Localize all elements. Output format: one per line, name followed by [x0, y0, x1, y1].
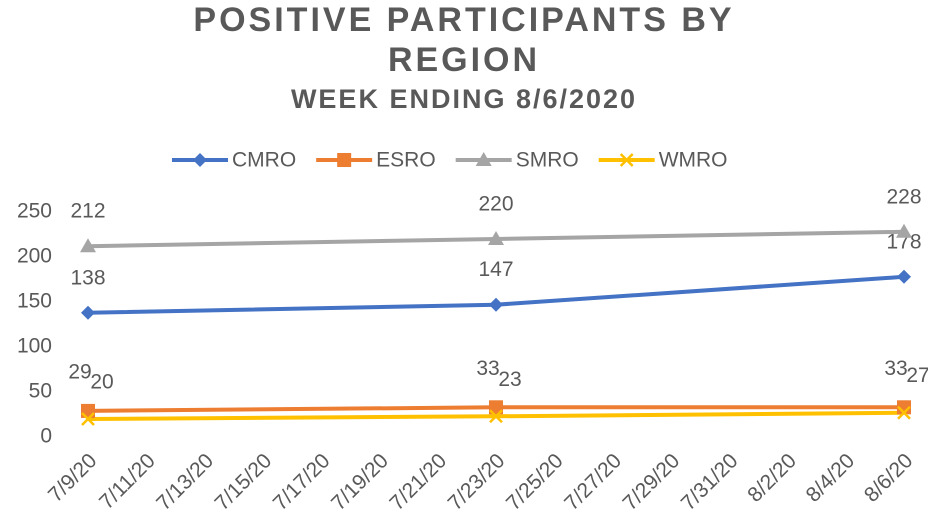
y-tick-label: 150 [17, 290, 52, 313]
legend-label: WMRO [659, 149, 728, 172]
x-tick-label: 7/11/20 [95, 449, 160, 514]
legend-item: ESRO [316, 149, 436, 172]
x-tick-label: 7/25/20 [502, 449, 568, 515]
x-tick-label: 7/21/20 [385, 449, 451, 515]
legend-marker [619, 153, 634, 167]
data-point [488, 231, 504, 245]
y-tick-label: 200 [17, 245, 52, 268]
legend-item: SMRO [455, 149, 579, 172]
x-tick-label: 7/17/20 [269, 449, 335, 515]
chart-title: POSITIVE PARTICIPANTS BY REGION [193, 1, 735, 79]
legend-marker [337, 153, 352, 167]
x-tick-label: 7/29/20 [618, 449, 684, 515]
x-tick-label: 8/6/20 [860, 449, 918, 507]
data-label: 29 [68, 360, 91, 383]
y-tick-label: 0 [40, 425, 52, 448]
data-label: 23 [498, 368, 521, 391]
x-tick-label: 7/23/20 [444, 449, 510, 515]
data-label: 220 [478, 193, 513, 216]
data-point [80, 238, 96, 253]
data-point [896, 223, 912, 238]
legend-item: CMRO [172, 149, 296, 172]
x-tick-label: 7/31/20 [677, 449, 743, 515]
y-tick-label: 50 [29, 380, 52, 403]
data-point [897, 405, 911, 420]
data-point [81, 305, 95, 320]
data-label: 178 [886, 230, 921, 253]
data-label: 212 [70, 200, 105, 223]
y-tick-label: 250 [17, 200, 52, 223]
x-tick-label: 7/19/20 [327, 449, 393, 515]
data-label: 27 [906, 364, 928, 387]
x-tick-label: 8/4/20 [802, 449, 860, 507]
data-label: 33 [884, 357, 907, 380]
data-point [489, 400, 503, 415]
x-tick-label: 7/13/20 [152, 449, 218, 515]
data-label: 138 [70, 266, 105, 289]
x-tick-label: 7/15/20 [210, 449, 276, 515]
x-tick-label: 8/2/20 [743, 449, 801, 507]
chart-subtitle: WEEK ENDING 8/6/2020 [290, 84, 638, 114]
legend-item: WMRO [598, 149, 728, 172]
data-point [81, 412, 95, 426]
legend-marker [475, 152, 492, 166]
legend-label: CMRO [232, 149, 296, 172]
data-label: 228 [886, 185, 921, 208]
legend-label: ESRO [376, 149, 436, 172]
data-point [897, 269, 911, 284]
x-tick-label: 7/27/20 [560, 449, 626, 515]
y-tick-label: 100 [17, 335, 52, 358]
legend-marker [193, 153, 207, 167]
legend-label: SMRO [516, 149, 579, 172]
data-point [489, 297, 503, 312]
data-label: 20 [90, 371, 113, 394]
data-label: 147 [478, 258, 513, 281]
x-tick-label: 7/9/20 [44, 449, 102, 507]
data-label: 33 [476, 357, 499, 380]
data-point [489, 409, 503, 424]
